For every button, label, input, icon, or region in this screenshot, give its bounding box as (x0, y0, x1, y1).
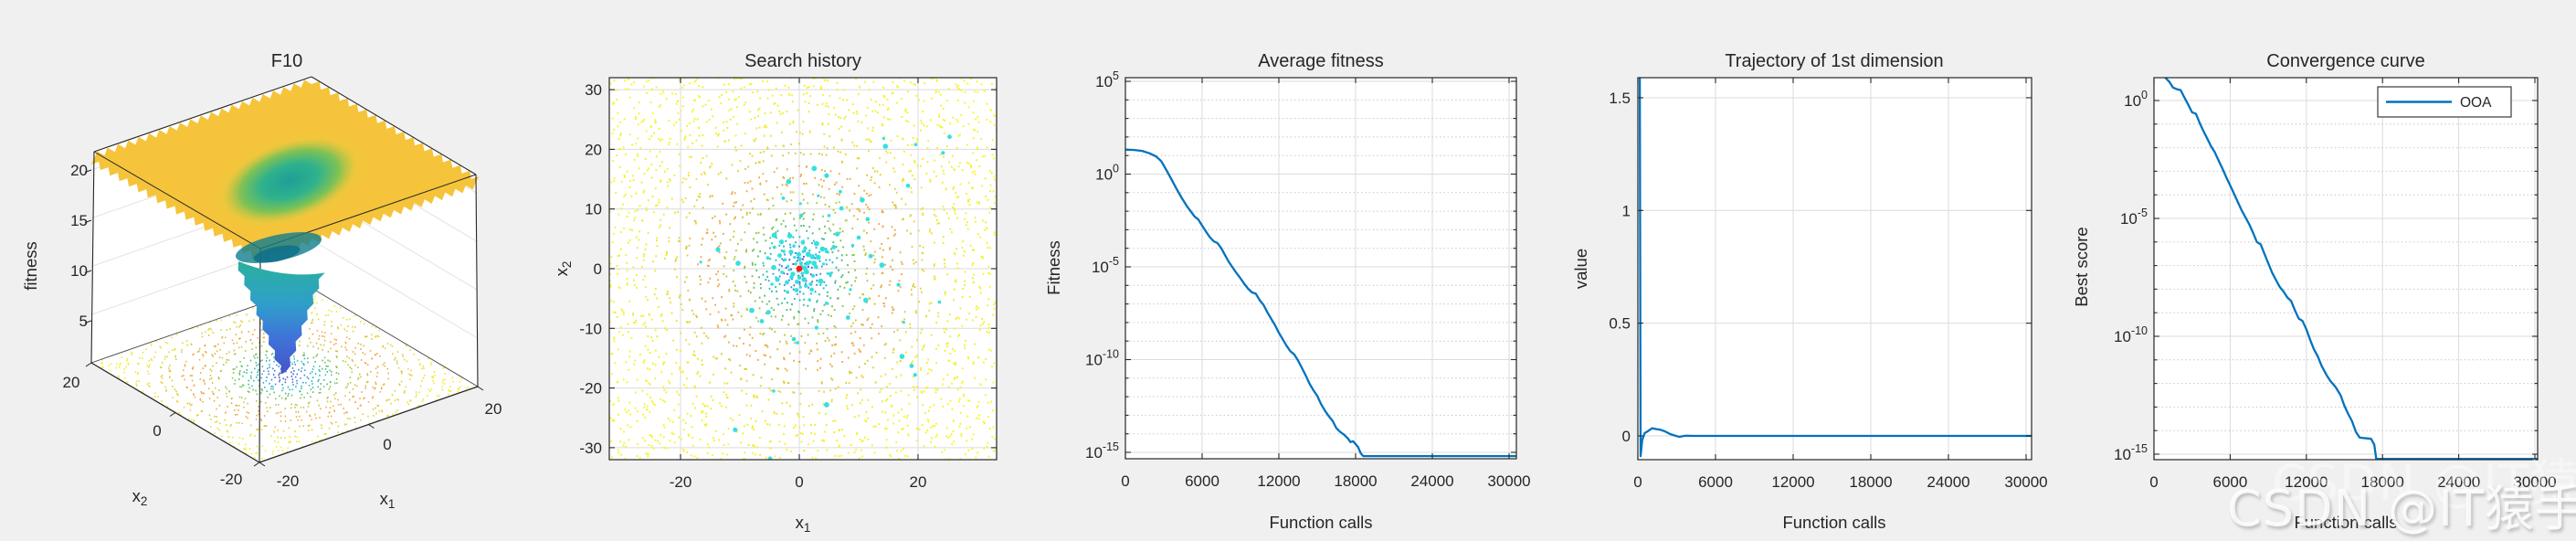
x2-tick-label: 20 (63, 374, 80, 391)
ytick-label: 0 (1622, 428, 1631, 445)
ytick-label: 105 (1095, 69, 1119, 90)
xtick-label: 24000 (1410, 472, 1453, 490)
panel-average-fitness: 0 6000 12000 18000 24000 30000 105 100 10-5 10-10… (1044, 51, 1531, 532)
plot-area (2154, 78, 2538, 460)
xtick-label: 30000 (2513, 473, 2556, 491)
xtick-label: 12000 (1771, 473, 1814, 491)
ytick-label: 0.5 (1609, 315, 1631, 333)
plot-area (1638, 78, 2032, 460)
xtick-label: 12000 (2285, 473, 2328, 491)
ytick-label: 10-5 (1092, 255, 1119, 276)
x-axis-label: Function calls (1782, 513, 1885, 532)
legend: OOA (2377, 86, 2512, 118)
ytick-label: 10-5 (2120, 207, 2148, 228)
x1-tick-label: 0 (383, 436, 391, 453)
xtick-label: 18000 (1849, 473, 1892, 491)
axes-box (1637, 77, 2032, 461)
xtick-label: 6000 (2212, 473, 2247, 491)
ytick-label: 1 (1622, 202, 1631, 219)
x-axis-label: Function calls (1269, 513, 1372, 532)
series-line-ooa (1638, 78, 2032, 458)
plot-area (1125, 78, 1516, 459)
legend-label: OOA (2460, 95, 2492, 111)
x1-tick-label: 20 (485, 400, 502, 418)
surface-dip-inner (253, 245, 301, 263)
y-axis-label: x2 (552, 261, 574, 277)
xtick-label: 12000 (1257, 472, 1300, 490)
panel-search-history: -20 0 20 30 20 10 0 -10 -20 -30 Search history x1 x2 (552, 51, 998, 535)
tick-marks (1124, 78, 1516, 459)
ytick-label: 30 (585, 81, 602, 99)
ytick-label: 10 (585, 201, 602, 218)
surface-funnel (238, 261, 325, 375)
xtick-label: 20 (910, 473, 927, 491)
axes-box (2153, 77, 2539, 461)
y-axis-label: Fitness (1044, 240, 1063, 295)
ztick-label: 5 (79, 313, 88, 330)
ytick-label: 100 (1095, 163, 1119, 184)
panel-convergence-curve: 0 6000 12000 18000 24000 30000 100 10-5 10-10 10-… (2072, 51, 2557, 532)
x-axis-label: Function calls (2294, 513, 2397, 532)
panel-title: Convergence curve (2266, 51, 2424, 71)
xtick-label: 30000 (1487, 472, 1530, 490)
ztick-label: 20 (70, 162, 88, 179)
xtick-label: 0 (795, 473, 803, 491)
z-axis-label: fitness (21, 241, 40, 290)
ytick-label: 20 (585, 141, 602, 158)
x-axis-label: x1 (796, 513, 811, 535)
ytick-label: 10-10 (2114, 324, 2148, 345)
xtick-label: 0 (1121, 472, 1129, 490)
panel-title: Average fitness (1258, 51, 1384, 71)
floor-plane (91, 287, 478, 462)
ytick-label: -20 (579, 380, 602, 398)
xtick-label: 24000 (1927, 473, 1969, 491)
ytick-label: 100 (2124, 89, 2148, 110)
ytick-label: -30 (579, 440, 602, 457)
panel-title: Trajectory of 1st dimension (1725, 51, 1943, 71)
panel-f10-surface: 20 15 10 5 20 0 -20 -20 0 20 fitness x2 x1 F10 (21, 51, 501, 511)
panel-trajectory-of-1st-dimension: 0 6000 12000 18000 24000 30000 0 0.5 1 1.5 Traject… (1571, 51, 2048, 532)
y-axis-label: Best score (2072, 227, 2091, 306)
xtick-label: 18000 (1334, 472, 1377, 490)
x2-tick-label: -20 (220, 471, 243, 488)
ytick-label: 10-10 (1085, 348, 1119, 369)
xtick-label: 18000 (2361, 473, 2404, 491)
minor-grid (2154, 123, 2538, 431)
x2-tick-label: 0 (153, 422, 161, 440)
axes-box (1124, 77, 1517, 460)
best-point-marker (796, 265, 803, 272)
tick-marks (2153, 78, 2538, 460)
panel-title: F10 (271, 51, 302, 71)
xtick-label: 0 (2149, 473, 2158, 491)
ytick-label: 10-15 (2114, 442, 2148, 463)
series-line-ooa (1125, 148, 1516, 458)
ytick-label: 0 (594, 260, 602, 278)
x1-tick-label: -20 (277, 472, 300, 490)
xtick-label: 30000 (2004, 473, 2047, 491)
xtick-label: 24000 (2437, 473, 2480, 491)
surface-bowl (201, 125, 378, 237)
xtick-label: 6000 (1185, 472, 1219, 490)
series-line-ooa (2163, 78, 2538, 460)
xtick-label: 6000 (1698, 473, 1733, 491)
y-axis-label: value (1571, 249, 1590, 289)
x-axis-label: x1 (380, 489, 396, 511)
ztick-label: 15 (70, 212, 88, 229)
search-scatter-points (699, 134, 952, 460)
panel-title: Search history (744, 51, 861, 71)
tick-marks (84, 169, 484, 467)
tick-marks (1637, 78, 2032, 460)
ztick-label: 10 (70, 262, 88, 280)
y-axis-label: x2 (132, 486, 148, 508)
ytick-label: 10-15 (1085, 440, 1119, 461)
ytick-label: 1.5 (1609, 90, 1631, 107)
xtick-label: -20 (670, 473, 692, 491)
ytick-label: -10 (579, 320, 602, 337)
xtick-label: 0 (1633, 473, 1642, 491)
tick-marks (609, 78, 997, 460)
